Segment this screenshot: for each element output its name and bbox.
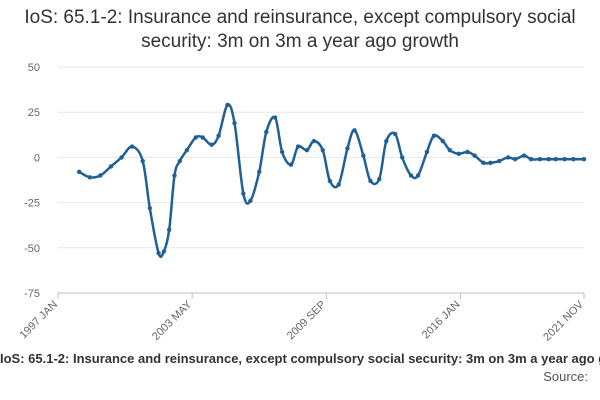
data-point[interactable] — [311, 138, 317, 144]
data-point[interactable] — [98, 173, 103, 178]
data-point[interactable] — [225, 102, 230, 108]
data-point[interactable] — [193, 135, 198, 140]
y-tick-label: -25 — [24, 198, 40, 210]
data-point[interactable] — [288, 162, 294, 167]
data-point[interactable] — [327, 178, 333, 184]
data-point[interactable] — [241, 191, 246, 196]
data-point[interactable] — [172, 173, 177, 178]
data-point[interactable] — [140, 158, 145, 164]
data-point[interactable] — [415, 173, 421, 178]
y-tick-label: 25 — [28, 107, 40, 119]
data-point[interactable] — [384, 138, 389, 144]
data-point[interactable] — [200, 135, 205, 140]
data-point[interactable] — [581, 157, 587, 162]
source-label: Source: — [543, 369, 588, 384]
data-point[interactable] — [361, 153, 366, 158]
data-point[interactable] — [129, 144, 135, 149]
data-point[interactable] — [497, 158, 502, 164]
data-point[interactable] — [248, 198, 253, 203]
data-point[interactable] — [272, 115, 278, 120]
data-point[interactable] — [456, 151, 461, 156]
data-point[interactable] — [553, 157, 558, 162]
data-point[interactable] — [119, 155, 124, 160]
data-point[interactable] — [345, 146, 350, 151]
x-tick-label: 1997 JAN — [17, 299, 60, 342]
data-point[interactable] — [352, 128, 357, 133]
data-point[interactable] — [161, 249, 167, 254]
series-line — [76, 102, 587, 259]
data-point[interactable] — [571, 157, 576, 162]
data-point[interactable] — [295, 144, 301, 149]
x-tick-label: 2003 MAY — [150, 298, 195, 343]
data-point[interactable] — [481, 160, 486, 166]
data-point[interactable] — [465, 149, 470, 155]
data-point[interactable] — [304, 147, 310, 153]
data-point[interactable] — [216, 133, 221, 138]
chart-title: IoS: 65.1-2: Insurance and reinsurance, … — [24, 7, 576, 52]
data-point[interactable] — [177, 158, 182, 164]
data-point[interactable] — [546, 157, 551, 162]
data-point[interactable] — [167, 227, 172, 232]
data-point[interactable] — [257, 169, 262, 175]
data-point[interactable] — [264, 129, 269, 135]
x-tick-label: 2021 NOV — [541, 298, 586, 343]
data-point[interactable] — [279, 149, 285, 155]
y-tick-label: -75 — [24, 288, 40, 300]
data-point[interactable] — [512, 157, 518, 162]
data-point[interactable] — [447, 147, 453, 153]
y-tick-label: 50 — [28, 62, 40, 74]
footer-title: IoS: 65.1-2: Insurance and reinsurance, … — [0, 351, 600, 366]
data-point[interactable] — [424, 149, 430, 155]
data-point[interactable] — [147, 205, 152, 211]
data-point[interactable] — [408, 173, 414, 178]
y-tick-label: 0 — [34, 152, 40, 164]
data-point[interactable] — [209, 142, 214, 147]
x-tick-label: 2016 JAN — [420, 299, 463, 342]
data-point[interactable] — [440, 138, 445, 144]
data-point[interactable] — [336, 182, 341, 187]
data-point[interactable] — [562, 157, 567, 162]
data-point[interactable] — [232, 120, 237, 126]
data-point[interactable] — [320, 147, 325, 153]
y-axis-ticks: 50 25 0 -25 -50 -75 — [24, 62, 40, 300]
data-point[interactable] — [368, 178, 373, 184]
data-point[interactable] — [521, 153, 527, 158]
data-point[interactable] — [431, 133, 437, 138]
data-point[interactable] — [472, 153, 477, 158]
data-point[interactable] — [377, 176, 382, 182]
data-point[interactable] — [108, 164, 114, 169]
data-point[interactable] — [505, 155, 511, 160]
data-point[interactable] — [184, 147, 190, 153]
data-point[interactable] — [528, 157, 534, 162]
data-point[interactable] — [399, 155, 405, 160]
x-tick-label: 2009 SEP — [285, 299, 329, 343]
data-point[interactable] — [488, 160, 493, 166]
y-tick-label: -50 — [24, 243, 40, 255]
data-point[interactable] — [537, 157, 543, 162]
x-axis: 1997 JAN 2003 MAY 2009 SEP 2016 JAN 2021 NOV — [17, 293, 587, 343]
data-point[interactable] — [76, 169, 82, 175]
data-point[interactable] — [87, 175, 92, 180]
data-point[interactable] — [156, 251, 161, 256]
data-point[interactable] — [392, 131, 398, 137]
gridlines — [58, 66, 584, 294]
